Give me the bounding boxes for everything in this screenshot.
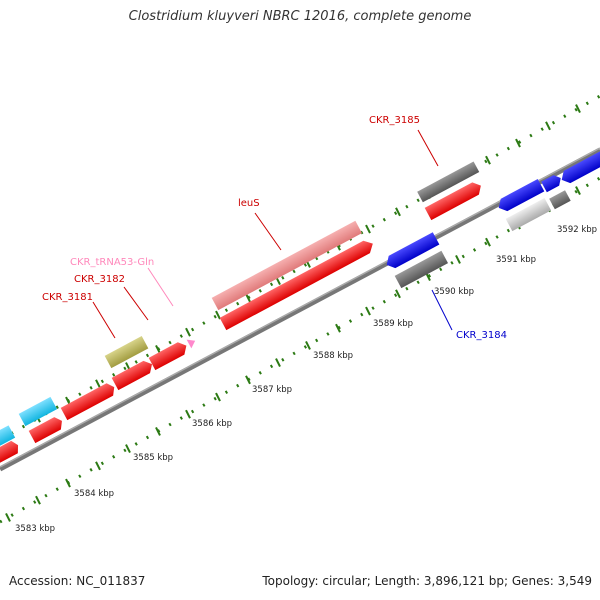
feature-CKR_tRNA53-Gln[interactable]: [186, 336, 198, 349]
tick-label-3588: 3588 kbp: [313, 351, 353, 361]
feature-red-edge[interactable]: [0, 439, 21, 464]
feature-gray-3590[interactable]: [394, 250, 449, 289]
major-tick: [35, 495, 41, 505]
tick-label-3590: 3590 kbp: [434, 287, 474, 297]
major-tick: [575, 186, 581, 196]
major-tick: [305, 340, 311, 350]
gene-label-CKR_3181[interactable]: CKR_3181: [42, 292, 93, 303]
feature-blue-small[interactable]: [541, 173, 563, 193]
major-tick: [65, 478, 71, 488]
feature-CKR_3184[interactable]: [383, 232, 440, 271]
major-tick: [155, 426, 161, 436]
feature-blue-3591[interactable]: [495, 178, 545, 214]
feature-cyan-edge[interactable]: [0, 425, 16, 447]
feature-CKR_3185[interactable]: [417, 161, 480, 203]
genome-summary-text: Topology: circular; Length: 3,896,121 bp…: [262, 574, 592, 588]
major-tick: [335, 323, 341, 333]
tick-label-3591: 3591 kbp: [496, 255, 536, 265]
feature-CKR_3182[interactable]: [148, 339, 190, 371]
tick-label-3589: 3589 kbp: [373, 319, 413, 329]
major-tick: [485, 237, 491, 247]
feature-leuS[interactable]: [219, 237, 376, 331]
major-tick: [155, 344, 161, 354]
major-tick: [485, 155, 491, 165]
feature-blue-edge[interactable]: [558, 149, 600, 186]
major-tick: [365, 306, 371, 316]
major-tick: [455, 254, 461, 264]
major-tick: [245, 375, 251, 385]
feature-CKR_3181-b[interactable]: [111, 358, 156, 391]
feature-light-gray[interactable]: [505, 198, 552, 232]
gene-label-leuS[interactable]: leuS: [238, 198, 260, 209]
feature-CKR_3185-red[interactable]: [424, 179, 484, 221]
major-tick: [275, 358, 281, 368]
major-tick: [95, 461, 101, 471]
lower-tick-rail: [0, 176, 600, 524]
feature-leuS-light[interactable]: [211, 220, 362, 311]
major-tick: [185, 327, 191, 337]
tick-label-3583: 3583 kbp: [15, 524, 55, 534]
major-tick: [395, 207, 401, 217]
feature-CKR_3181[interactable]: [60, 381, 118, 421]
major-tick: [545, 121, 551, 131]
gene-features: [0, 149, 600, 464]
tick-label-3585: 3585 kbp: [133, 453, 173, 463]
accession-text: Accession: NC_011837: [9, 574, 146, 588]
genome-backbone-highlight: [0, 147, 600, 468]
major-tick: [185, 409, 191, 419]
major-tick: [95, 379, 101, 389]
gene-label-CKR_3182[interactable]: CKR_3182: [74, 274, 125, 285]
label-leaders: [92, 129, 453, 339]
major-tick: [395, 289, 401, 299]
major-tick: [215, 310, 221, 320]
tick-label-3584: 3584 kbp: [74, 489, 114, 499]
tick-label-3587: 3587 kbp: [252, 385, 292, 395]
major-tick: [515, 138, 521, 148]
tick-label-3592: 3592 kbp: [557, 225, 597, 235]
map-title: Clostridium kluyveri NBRC 12016, complet…: [128, 9, 472, 24]
major-tick: [245, 293, 251, 303]
major-tick: [575, 104, 581, 114]
upper-tick-rail: [0, 94, 600, 442]
feature-red-left[interactable]: [28, 415, 66, 444]
gene-label-CKR_3185[interactable]: CKR_3185: [369, 115, 420, 126]
feature-dark-gray-small[interactable]: [549, 190, 571, 210]
gene-label-CKR_3184[interactable]: CKR_3184: [456, 330, 507, 341]
gene-label-CKR_tRNA53-Gln[interactable]: CKR_tRNA53-Gln: [70, 257, 154, 268]
major-tick: [5, 512, 11, 522]
feature-olive[interactable]: [104, 335, 149, 369]
feature-cyan[interactable]: [18, 396, 58, 427]
major-tick: [125, 444, 131, 454]
major-tick: [215, 392, 221, 402]
major-tick: [365, 224, 371, 234]
tick-label-3586: 3586 kbp: [192, 419, 232, 429]
